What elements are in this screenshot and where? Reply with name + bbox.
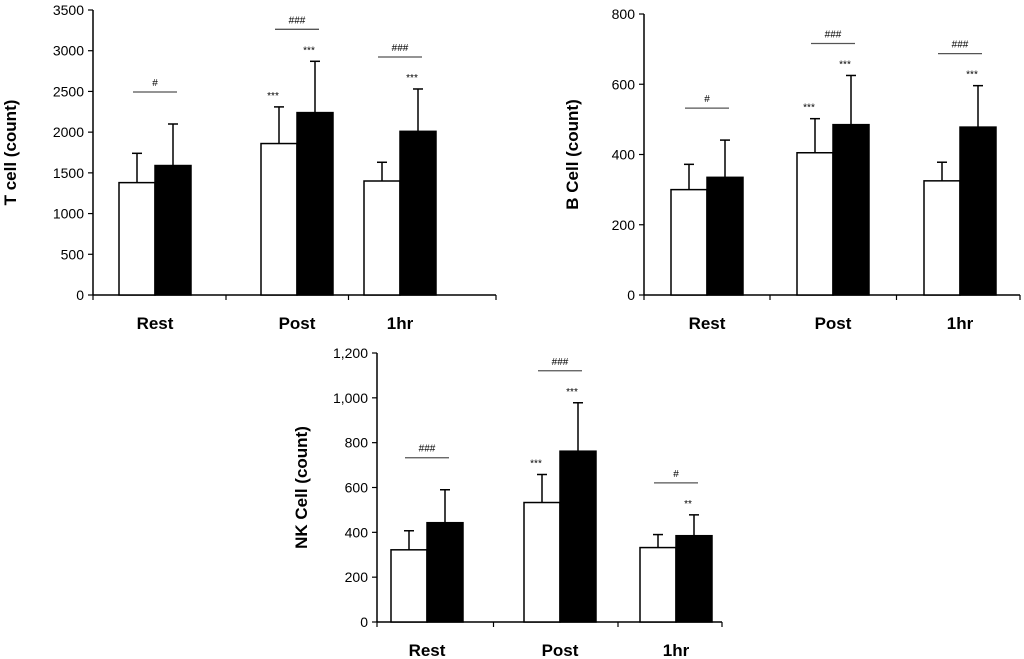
category-label: 1hr <box>387 314 414 333</box>
bar-white <box>796 151 834 296</box>
group-significance: # <box>673 469 679 480</box>
bar-white <box>390 549 428 623</box>
y-axis-title: B Cell (count) <box>563 99 582 210</box>
y-tick-label: 1,000 <box>333 390 368 406</box>
bar-black <box>296 111 334 296</box>
significance-marker: *** <box>406 73 418 84</box>
bar-white <box>363 180 401 296</box>
y-tick-label: 800 <box>612 6 636 22</box>
y-tick-label: 1500 <box>53 165 84 181</box>
t-cell-chart: 0 500 1000 1500 2000 2500 3000 3500 T cell (coun… <box>1 2 497 333</box>
y-tick-label: 3000 <box>53 43 84 59</box>
bar-black <box>399 130 437 296</box>
bar-white <box>118 181 156 296</box>
significance-marker: *** <box>839 59 851 70</box>
y-tick-label: 200 <box>345 569 369 585</box>
y-tick-label: 2000 <box>53 124 84 140</box>
y-tick-label: 2500 <box>53 83 84 99</box>
significance-marker: *** <box>303 45 315 56</box>
y-axis-title: T cell (count) <box>1 100 20 206</box>
bar-black <box>959 126 997 296</box>
bar-black <box>675 534 713 623</box>
b-cell-chart: 0 200 400 600 800 B Cell (count) # Rest *** *** ##… <box>563 6 1021 333</box>
group-significance: ### <box>392 43 409 54</box>
group-significance: # <box>704 94 710 105</box>
significance-marker: *** <box>566 387 578 398</box>
bar-white <box>923 180 961 296</box>
bar-white <box>670 188 708 296</box>
category-label: Rest <box>689 314 726 333</box>
group-significance: ### <box>552 357 569 368</box>
bar-black <box>154 164 192 296</box>
bar-white <box>523 501 561 623</box>
y-tick-label: 500 <box>61 246 85 262</box>
bar-black <box>832 123 870 296</box>
significance-marker: *** <box>530 458 542 469</box>
y-tick-label: 0 <box>627 287 635 303</box>
bar-black <box>426 521 464 623</box>
y-axis-title: NK Cell (count) <box>292 426 311 549</box>
y-tick-label: 1,200 <box>333 345 368 361</box>
category-label: Rest <box>409 641 446 659</box>
y-tick-label: 600 <box>345 480 369 496</box>
bar-white <box>260 142 298 296</box>
y-tick-label: 600 <box>612 76 636 92</box>
y-tick-label: 200 <box>612 217 636 233</box>
y-tick-label: 800 <box>345 435 369 451</box>
bar-white <box>639 546 677 623</box>
category-label: Rest <box>137 314 174 333</box>
category-label: Post <box>279 314 316 333</box>
category-label: Post <box>815 314 852 333</box>
significance-marker: *** <box>803 103 815 114</box>
y-tick-label: 3500 <box>53 2 84 18</box>
bar-black <box>559 450 597 623</box>
category-label: 1hr <box>947 314 974 333</box>
y-tick-label: 400 <box>612 147 636 163</box>
group-significance: ### <box>419 444 436 455</box>
group-significance: ### <box>289 15 306 26</box>
category-label: 1hr <box>663 641 690 659</box>
group-significance: ### <box>952 40 969 51</box>
group-significance: ### <box>825 29 842 40</box>
category-label: Post <box>542 641 579 659</box>
group-significance: # <box>152 78 158 89</box>
y-tick-label: 400 <box>345 524 369 540</box>
significance-marker: *** <box>267 91 279 102</box>
significance-marker: *** <box>966 70 978 81</box>
bar-black <box>706 176 744 296</box>
y-tick-label: 0 <box>76 287 84 303</box>
y-tick-label: 1000 <box>53 206 84 222</box>
y-tick-label: 0 <box>360 614 368 630</box>
significance-marker: ** <box>684 499 692 510</box>
